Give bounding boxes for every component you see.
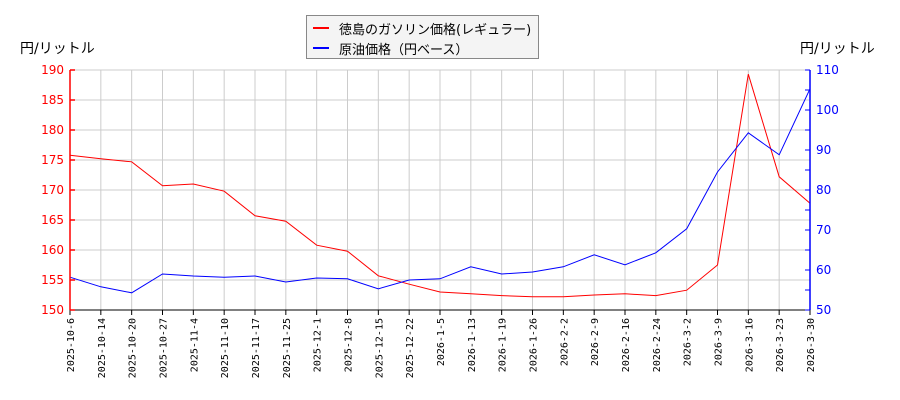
x-tick-label: 2025-12-15 [374, 318, 385, 378]
legend-swatch-blue [313, 47, 329, 49]
y-right-tick-label: 110 [816, 63, 839, 77]
y-left-tick-label: 185 [41, 93, 64, 107]
x-tick-label: 2025-11-4 [189, 318, 200, 372]
x-tick-label: 2026-1-13 [467, 318, 478, 372]
series-line [69, 74, 811, 298]
axes: 2025-10-6 2025-10-14 2025-10-20 2025-10-27 2… [41, 63, 839, 378]
right-axis-label: 円/リットル [800, 41, 875, 57]
y-left-tick-label: 165 [41, 213, 64, 227]
y-left-tick-label: 160 [41, 243, 64, 257]
x-tick-label: 2026-1-19 [498, 318, 509, 372]
x-tick-label: 2026-2-9 [590, 318, 601, 366]
y-right-tick-label: 50 [816, 303, 831, 317]
y-right-tick-label: 80 [816, 183, 831, 197]
x-tick-label: 2025-11-10 [220, 318, 231, 378]
x-tick-label: 2025-12-8 [344, 318, 355, 372]
grid-lines [69, 69, 811, 311]
x-tick-label: 2026-3-16 [744, 318, 755, 372]
legend-label-gasoline: 徳島のガソリン価格(レギュラー) [339, 22, 532, 38]
y-right-tick-label: 70 [816, 223, 831, 237]
left-axis-label: 円/リットル [20, 41, 95, 57]
x-tick-label: 2026-1-26 [529, 318, 540, 372]
x-tick-label: 2026-3-30 [806, 318, 817, 372]
legend: 徳島のガソリン価格(レギュラー) 原油価格（円ベース） [306, 15, 539, 59]
x-tick-label: 2026-2-2 [559, 318, 570, 366]
y-left-tick-label: 155 [41, 273, 64, 287]
y-left-tick-label: 150 [41, 303, 64, 317]
x-tick-label: 2026-1-5 [436, 318, 447, 366]
series-line [69, 88, 811, 294]
x-tick-label: 2025-12-22 [405, 318, 416, 378]
legend-swatch-red [313, 27, 329, 29]
legend-item-crude: 原油価格（円ベース） [313, 39, 469, 58]
y-right-tick-label: 60 [816, 263, 831, 277]
x-tick-label: 2025-10-27 [159, 318, 170, 378]
x-tick-label: 2025-10-6 [66, 318, 77, 372]
y-left-tick-label: 175 [41, 153, 64, 167]
series-lines [69, 74, 811, 298]
x-tick-label: 2025-10-14 [97, 318, 108, 378]
x-tick-label: 2025-11-17 [251, 318, 262, 378]
y-right-tick-label: 90 [816, 143, 831, 157]
x-tick-label: 2026-3-23 [775, 318, 786, 372]
y-left-tick-label: 190 [41, 63, 64, 77]
x-tick-label: 2026-3-2 [683, 318, 694, 366]
y-right-tick-label: 100 [816, 103, 839, 117]
x-tick-label: 2025-11-25 [282, 318, 293, 378]
x-tick-label: 2025-10-20 [128, 318, 139, 378]
legend-item-gasoline: 徳島のガソリン価格(レギュラー) [313, 19, 532, 38]
y-left-tick-label: 180 [41, 123, 64, 137]
x-tick-label: 2026-3-9 [714, 318, 725, 366]
x-tick-label: 2026-2-16 [621, 318, 632, 372]
y-left-tick-label: 170 [41, 183, 64, 197]
legend-label-crude: 原油価格（円ベース） [339, 42, 469, 58]
x-tick-label: 2025-12-1 [313, 318, 324, 372]
x-tick-label: 2026-2-24 [652, 318, 663, 372]
